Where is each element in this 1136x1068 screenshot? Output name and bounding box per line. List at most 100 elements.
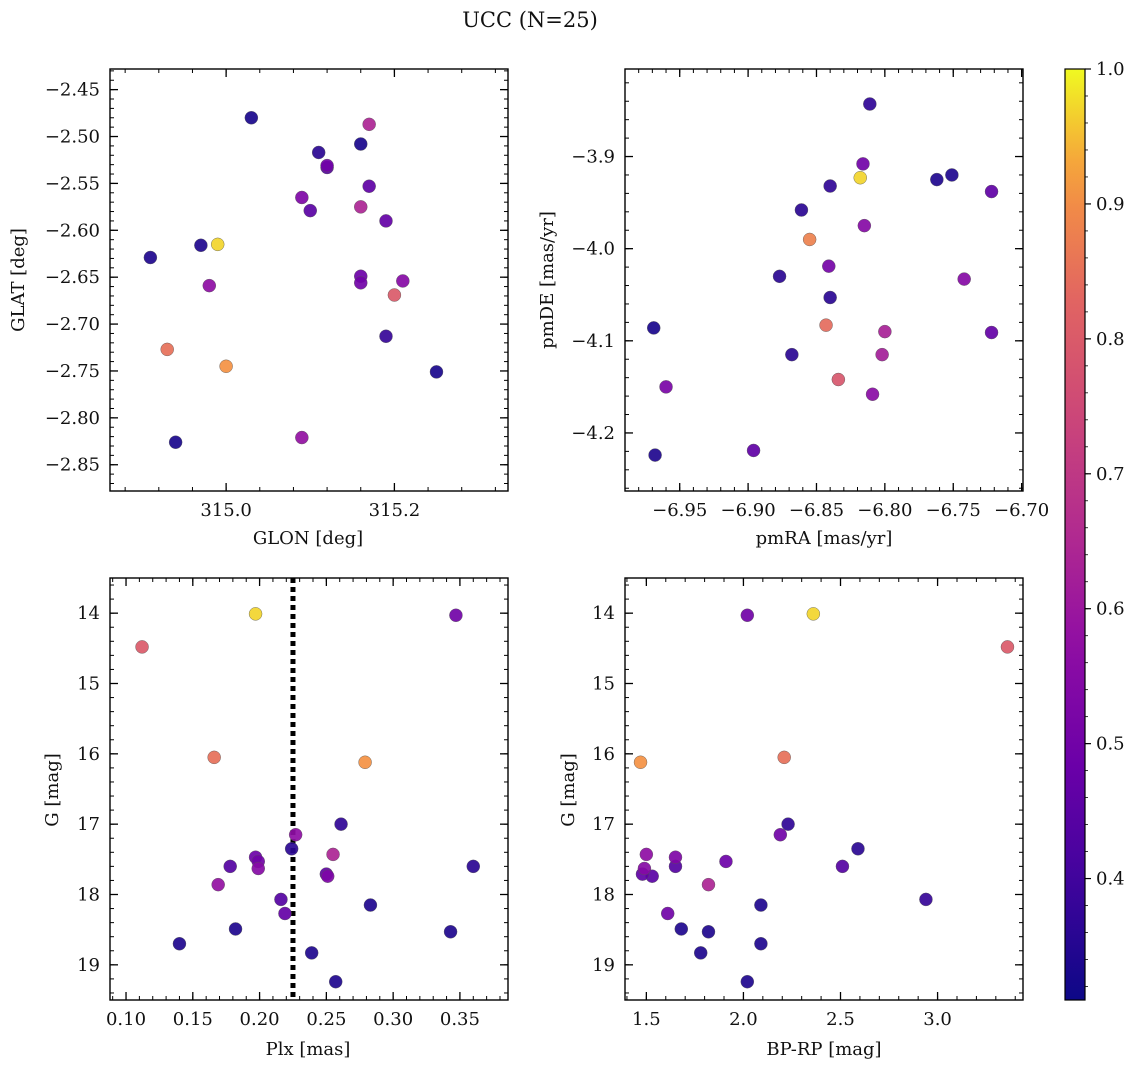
data-point	[449, 608, 463, 622]
y-tick-label: −2.80	[45, 408, 100, 429]
data-point	[754, 898, 768, 912]
x-tick-label: −6.75	[926, 500, 981, 521]
y-tick-label: 16	[592, 744, 615, 765]
data-point	[320, 158, 334, 173]
y-tick-label: −2.55	[45, 173, 100, 194]
yaxis-label: G [mag]	[558, 753, 579, 826]
figure-title: UCC (N=25)	[462, 8, 598, 32]
data-point	[639, 847, 654, 862]
data-point	[228, 922, 243, 936]
data-point	[334, 817, 348, 831]
data-point	[984, 325, 999, 340]
x-tick-label: 2.5	[826, 1009, 855, 1030]
data-point	[865, 387, 880, 401]
xaxis-label: BP-RP [mag]	[766, 1039, 881, 1060]
y-tick-label: 15	[592, 674, 615, 695]
data-point	[633, 755, 648, 769]
yaxis-label: G [mag]	[42, 753, 63, 826]
y-tick-label: −2.75	[45, 361, 100, 382]
data-point	[785, 347, 799, 362]
y-tick-label: 17	[592, 814, 615, 835]
data-point	[777, 750, 791, 765]
data-point	[668, 850, 683, 864]
data-point	[248, 607, 263, 621]
colorbar-tick-label: 0.5	[1096, 734, 1125, 755]
x-tick-label: −6.90	[721, 500, 776, 521]
y-tick-label: −2.70	[45, 314, 100, 335]
data-point	[740, 608, 755, 622]
data-point	[326, 847, 340, 862]
data-point	[637, 861, 652, 876]
panel-plx-g: Plx [mas] G [mag] 0.10 0.15 0.20 0.25 0.30 0.…	[42, 577, 509, 1060]
data-point	[659, 380, 673, 394]
data-point	[957, 272, 971, 286]
data-point	[835, 859, 850, 874]
data-point	[329, 975, 343, 989]
y-tick-label: −4.2	[571, 423, 615, 444]
data-point	[819, 318, 833, 332]
data-point	[802, 232, 817, 247]
data-point	[856, 157, 870, 171]
x-tick-label: 0.15	[173, 1009, 213, 1030]
data-point	[363, 898, 378, 912]
data-point	[443, 925, 458, 939]
y-tick-label: 14	[592, 603, 615, 624]
y-tick-label: 14	[77, 603, 100, 624]
data-point	[358, 755, 372, 769]
data-point	[794, 203, 809, 217]
data-point	[288, 828, 303, 842]
data-point	[219, 359, 233, 373]
data-point	[295, 190, 309, 205]
data-point	[863, 97, 877, 111]
x-tick-label: 3.0	[923, 1009, 952, 1030]
x-tick-label: 0.20	[240, 1009, 280, 1030]
data-point	[822, 259, 836, 273]
data-point	[945, 168, 959, 182]
colorbar-tick-label: 0.8	[1096, 329, 1125, 350]
data-point	[143, 250, 158, 265]
colorbar-gradient	[1064, 68, 1086, 1001]
colorbar-tick-label: 0.6	[1096, 599, 1125, 620]
data-point	[781, 817, 795, 831]
y-tick-label: 17	[77, 814, 100, 835]
data-point	[875, 347, 889, 362]
y-tick-label: −3.9	[571, 147, 615, 168]
data-point	[694, 946, 708, 960]
data-point	[354, 276, 368, 290]
data-point	[831, 372, 846, 387]
x-tick-label: 2.0	[729, 1009, 758, 1030]
data-point	[661, 906, 675, 921]
data-point	[160, 342, 174, 357]
data-point	[244, 111, 259, 125]
data-point	[362, 117, 376, 132]
x-tick-label: 315.0	[200, 500, 252, 521]
data-point	[295, 430, 309, 445]
x-tick-label: −6.80	[857, 500, 912, 521]
data-point	[648, 448, 662, 462]
y-tick-label: −4.1	[571, 331, 615, 352]
yaxis-label: GLAT [deg]	[8, 228, 29, 332]
data-point	[311, 145, 326, 160]
data-point	[320, 869, 335, 883]
data-point	[211, 237, 225, 252]
data-point	[379, 214, 393, 228]
panel-bprp-g: BP-RP [mag] G [mag] 1.5 2.0 2.5 3.0 14 15 16 17…	[558, 577, 1024, 1060]
x-tick-label: −6.85	[789, 500, 844, 521]
data-point	[304, 946, 319, 960]
data-point	[754, 937, 768, 951]
data-point	[746, 443, 761, 458]
data-point	[773, 828, 788, 842]
data-point	[853, 171, 867, 185]
data-point	[701, 925, 716, 939]
data-point	[930, 172, 944, 187]
data-point	[878, 324, 892, 339]
panel-pmra-pmde: pmRA [mas/yr] pmDE [mas/yr] −6.95 −6.90 −6…	[537, 68, 1049, 549]
data-point	[806, 607, 821, 621]
data-point	[223, 859, 237, 874]
data-point	[647, 321, 661, 335]
y-tick-label: −4.0	[571, 239, 615, 260]
data-point	[207, 750, 221, 765]
data-point	[387, 288, 402, 302]
data-point	[278, 906, 292, 921]
data-point	[354, 200, 368, 214]
